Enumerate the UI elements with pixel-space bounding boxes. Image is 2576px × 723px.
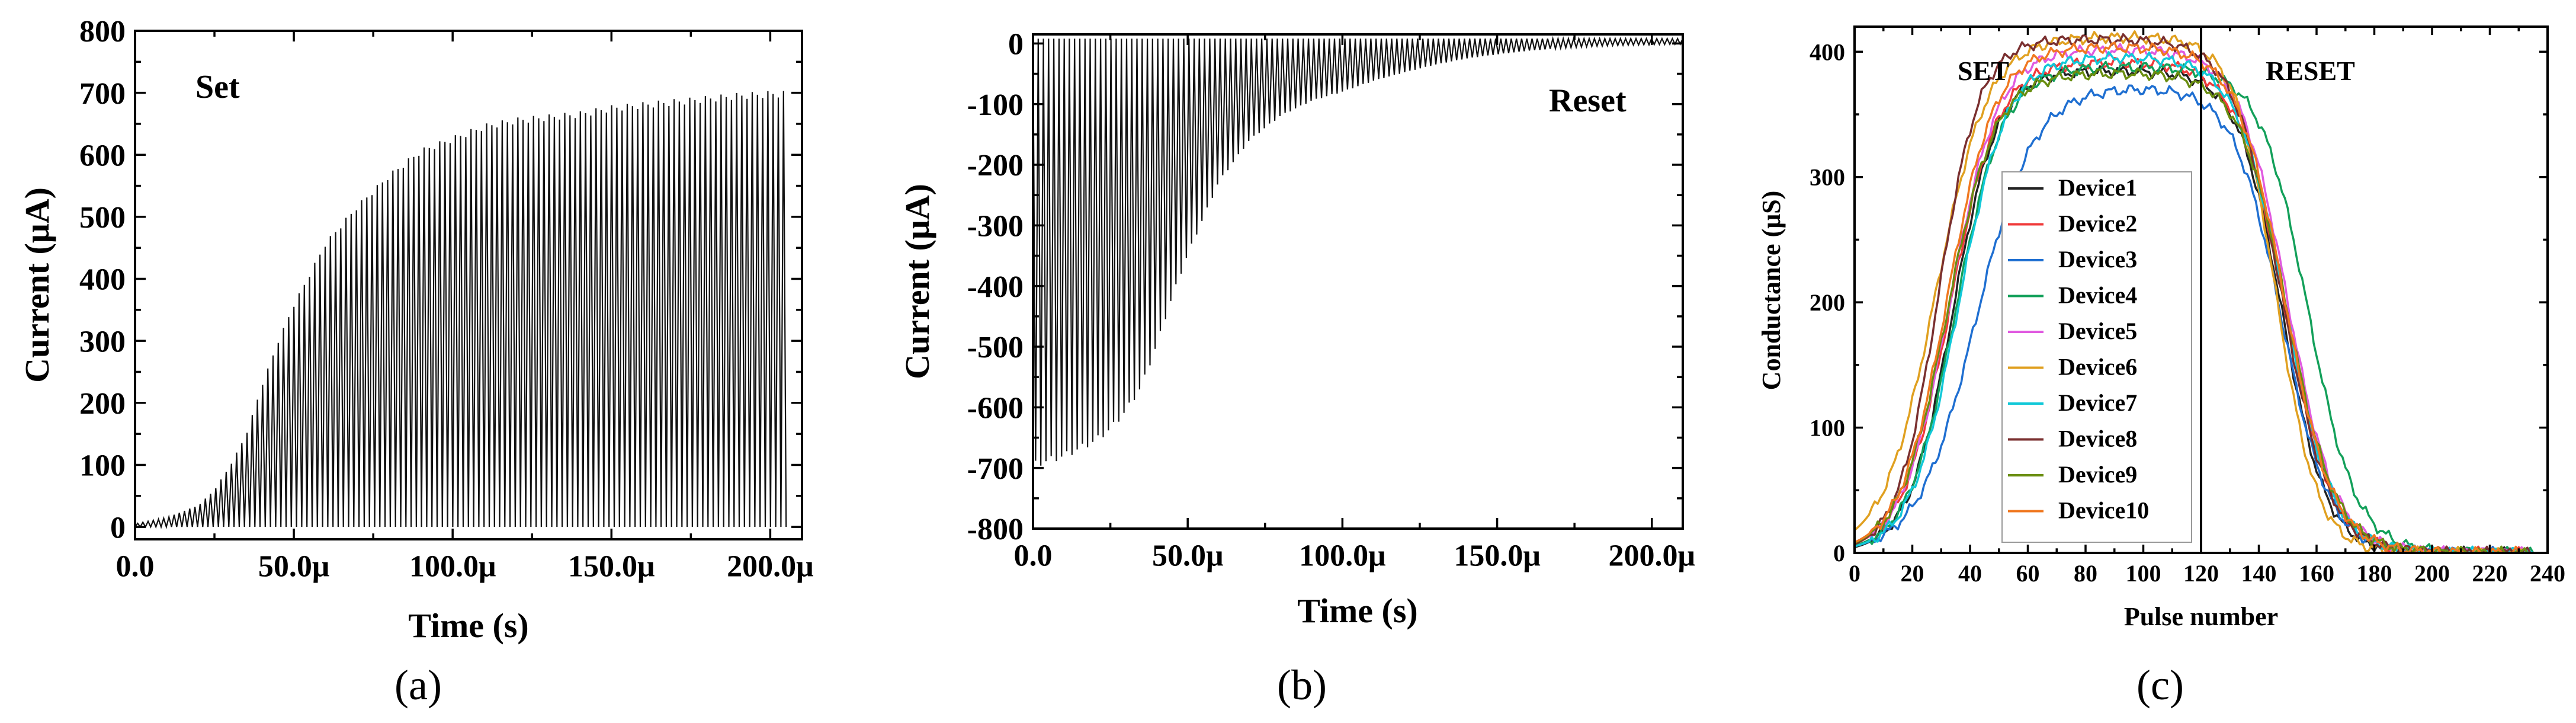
panel-label-c: (c) [2136, 661, 2184, 709]
y-tick-label: -200 [967, 149, 1024, 183]
x-tick-label: 160 [2299, 560, 2334, 587]
legend-entry: Device1 [2058, 174, 2137, 201]
x-tick-label: 20 [1901, 560, 1924, 587]
reset-pulse-series [1032, 36, 1683, 466]
legend-entry: Device8 [2058, 426, 2137, 452]
legend-entry: Device3 [2058, 246, 2137, 273]
legend-entry: Device4 [2058, 282, 2137, 309]
x-tick-label: 80 [2074, 560, 2097, 587]
x-tick-label: 50.0μ [1152, 539, 1223, 572]
y-tick-label: 200 [1810, 289, 1845, 316]
x-tick-label: 200 [2414, 560, 2450, 587]
x-tick-label: 100.0μ [1299, 539, 1385, 572]
y-tick-label: -700 [967, 452, 1024, 486]
x-axis-title-c: Pulse number [2124, 602, 2278, 631]
panel-a: 0 100 200 300 400 500 600 700 800 0.0 50.0μ 100.0μ… [18, 15, 814, 709]
x-tick-label: 0.0 [116, 549, 155, 583]
y-ticks-a: 0 100 200 300 400 500 600 700 800 [79, 15, 802, 545]
plot-frame-a [134, 30, 803, 540]
y-tick-label: 0 [1833, 540, 1845, 567]
set-pulse-series [134, 91, 787, 530]
x-tick-label: 100.0μ [409, 549, 496, 583]
y-tick-label: 0 [1008, 28, 1024, 62]
legend-entry: Device10 [2058, 497, 2149, 524]
y-axis-title-a: Current (μA) [18, 187, 56, 383]
y-tick-label: -600 [967, 392, 1024, 426]
x-tick-label: 220 [2472, 560, 2508, 587]
reset-region-label: RESET [2266, 56, 2355, 86]
panel-c: 0 100 200 300 400 0 20 40 60 80 100 120 140 160 180 20… [1757, 25, 2565, 709]
x-tick-label: 100 [2126, 560, 2161, 587]
y-ticks-c: 0 100 200 300 400 [1810, 39, 2548, 567]
y-tick-label: 800 [79, 15, 126, 49]
x-tick-label: 150.0μ [1454, 539, 1540, 572]
y-tick-label: -300 [967, 210, 1024, 244]
y-ticks-b: 0 -100 -200 -300 -400 -500 -600 -700 -800 [967, 28, 1683, 546]
x-tick-label: 0.0 [1014, 539, 1053, 572]
panel-label-a: (a) [394, 661, 442, 709]
legend-entry: Device5 [2058, 318, 2137, 344]
pulse-train-line [134, 91, 787, 530]
y-tick-label: -400 [967, 270, 1024, 304]
x-tick-label: 60 [2016, 560, 2040, 587]
set-region-label: SET [1958, 56, 2009, 86]
x-ticks-a: 0.0 50.0μ 100.0μ 150.0μ 200.0μ [116, 31, 814, 583]
y-tick-label: -800 [967, 513, 1024, 546]
pulse-train-line [1032, 36, 1683, 466]
y-tick-label: -500 [967, 331, 1024, 364]
y-tick-label: 100 [1810, 415, 1845, 442]
x-tick-label: 200.0μ [727, 549, 813, 583]
x-tick-label: 180 [2357, 560, 2392, 587]
y-tick-label: 300 [1810, 164, 1845, 191]
y-tick-label: 400 [79, 263, 126, 297]
legend-entry: Device2 [2058, 210, 2137, 237]
y-tick-label: 400 [1810, 39, 1845, 65]
x-ticks-b: 0.0 50.0μ 100.0μ 150.0μ 200.0μ [1014, 34, 1695, 572]
legend-entry: Device6 [2058, 354, 2137, 380]
x-tick-label: 40 [1958, 560, 1982, 587]
y-tick-label: 500 [79, 201, 126, 235]
x-tick-label: 240 [2530, 560, 2565, 587]
x-ticks-c: 0 20 40 60 80 100 120 140 160 180 200 220 240 [1849, 27, 2565, 587]
x-tick-label: 0 [1849, 560, 1860, 587]
x-tick-label: 120 [2183, 560, 2219, 587]
x-tick-label: 150.0μ [568, 549, 655, 583]
set-annotation: Set [195, 69, 240, 105]
panel-b: 0 -100 -200 -300 -400 -500 -600 -700 -800 0.0 50.… [898, 28, 1695, 709]
legend-c: Device1 Device2 Device3 Device4 Device5 Devic… [2001, 171, 2192, 543]
x-tick-label: 140 [2241, 560, 2277, 587]
reset-annotation: Reset [1549, 82, 1627, 119]
y-tick-label: 300 [79, 325, 126, 359]
y-tick-label: 100 [79, 449, 126, 483]
legend-box [2001, 171, 2192, 543]
x-axis-title-a: Time (s) [408, 606, 529, 645]
y-tick-label: 200 [79, 387, 126, 421]
x-tick-label: 50.0μ [258, 549, 329, 583]
y-tick-label: 600 [79, 139, 126, 172]
y-tick-label: -100 [967, 88, 1024, 122]
y-axis-title-b: Current (μA) [898, 184, 936, 379]
x-tick-label: 200.0μ [1609, 539, 1695, 572]
legend-entry: Device7 [2058, 389, 2137, 416]
legend-entry: Device9 [2058, 461, 2137, 488]
x-axis-title-b: Time (s) [1297, 591, 1418, 630]
y-tick-label: 700 [79, 77, 126, 111]
y-tick-label: 0 [110, 511, 126, 545]
panel-label-b: (b) [1277, 661, 1327, 709]
y-axis-title-c: Conductance (μS) [1757, 191, 1786, 391]
plot-frame-b [1032, 33, 1684, 530]
